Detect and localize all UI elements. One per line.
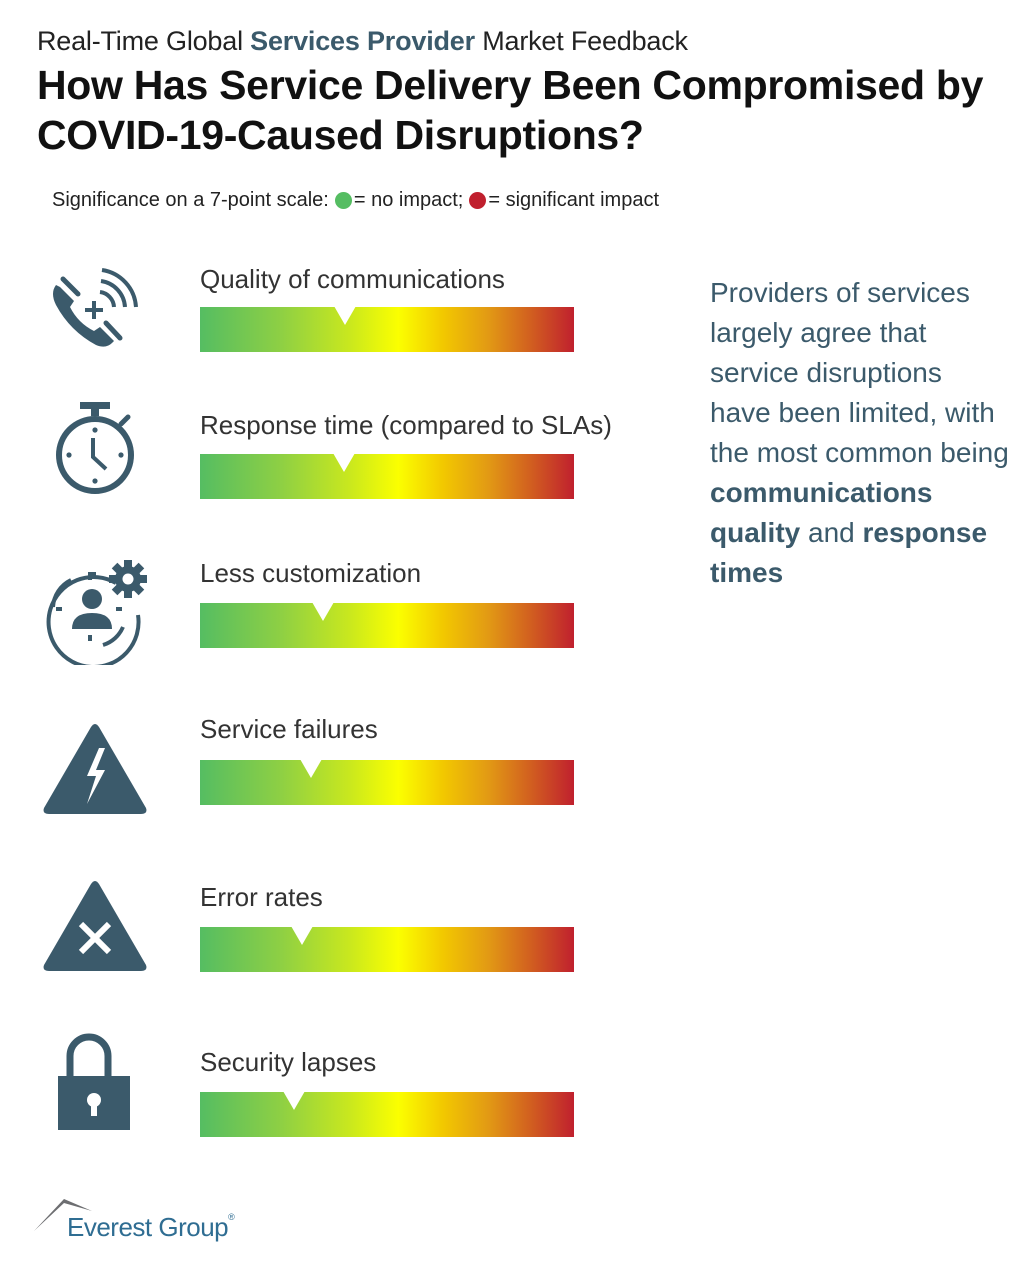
gauge-bar-service-failures [200,759,574,805]
legend-red-label: = significant impact [488,189,659,211]
legend-prefix: Significance on a 7-point scale: [52,189,329,211]
gauge-bar-less-customization [200,602,574,648]
gauge-marker [291,926,313,945]
subtitle-pre: Real-Time Global [37,26,251,56]
phone-call-icon [48,265,138,350]
callout-and: and [800,517,863,548]
gauge-bar-security-lapses [200,1091,574,1137]
row-label-error-rates: Error rates [200,882,323,912]
callout-bold-response: response times [710,517,988,588]
subtitle-post: Market Feedback [474,26,688,56]
gauge-marker [333,453,355,472]
legend-green-label: = no impact; [353,189,464,211]
subtitle-highlight: Services Provider [250,26,475,56]
legend: Significance on a 7-point scale: = no im… [52,189,659,212]
gauge-marker [300,759,322,778]
chart-title: How Has Service Delivery Been Compromise… [37,62,984,158]
logo-text: Everest Group® [67,1212,235,1243]
red-dot-icon [469,192,487,209]
gauge-bar-error-rates [200,926,574,972]
callout-body: Providers of services largely agree that… [710,277,1009,468]
row-label-service-failures: Service failures [200,714,378,744]
warning-lightning-icon [41,720,149,816]
stopwatch-icon [52,400,138,498]
callout-bold-communications: communications quality [710,477,933,548]
everest-group-logo: Everest Group® [32,1195,235,1250]
registered-mark: ® [228,1212,235,1222]
warning-x-icon [40,877,150,973]
row-label-security-lapses: Security lapses [200,1047,377,1077]
unlocked-padlock-icon [58,1030,134,1132]
callout-text: Providers of services largely agree that… [710,273,1010,593]
gauge-marker [334,306,356,325]
gauge-marker [283,1091,305,1110]
row-label-response-time: Response time (compared to SLAs) [200,410,612,440]
gauge-marker [312,602,334,621]
gauge-bar-quality [200,306,574,352]
subtitle: Real-Time Global Services Provider Marke… [37,26,688,57]
row-label-less-customization: Less customization [200,558,422,588]
green-dot-icon [334,192,352,209]
logo-name: Everest Group [67,1212,229,1242]
gauge-bar-response-time [200,453,574,499]
row-label-quality: Quality of communications [200,264,505,294]
user-settings-icon [38,555,152,665]
